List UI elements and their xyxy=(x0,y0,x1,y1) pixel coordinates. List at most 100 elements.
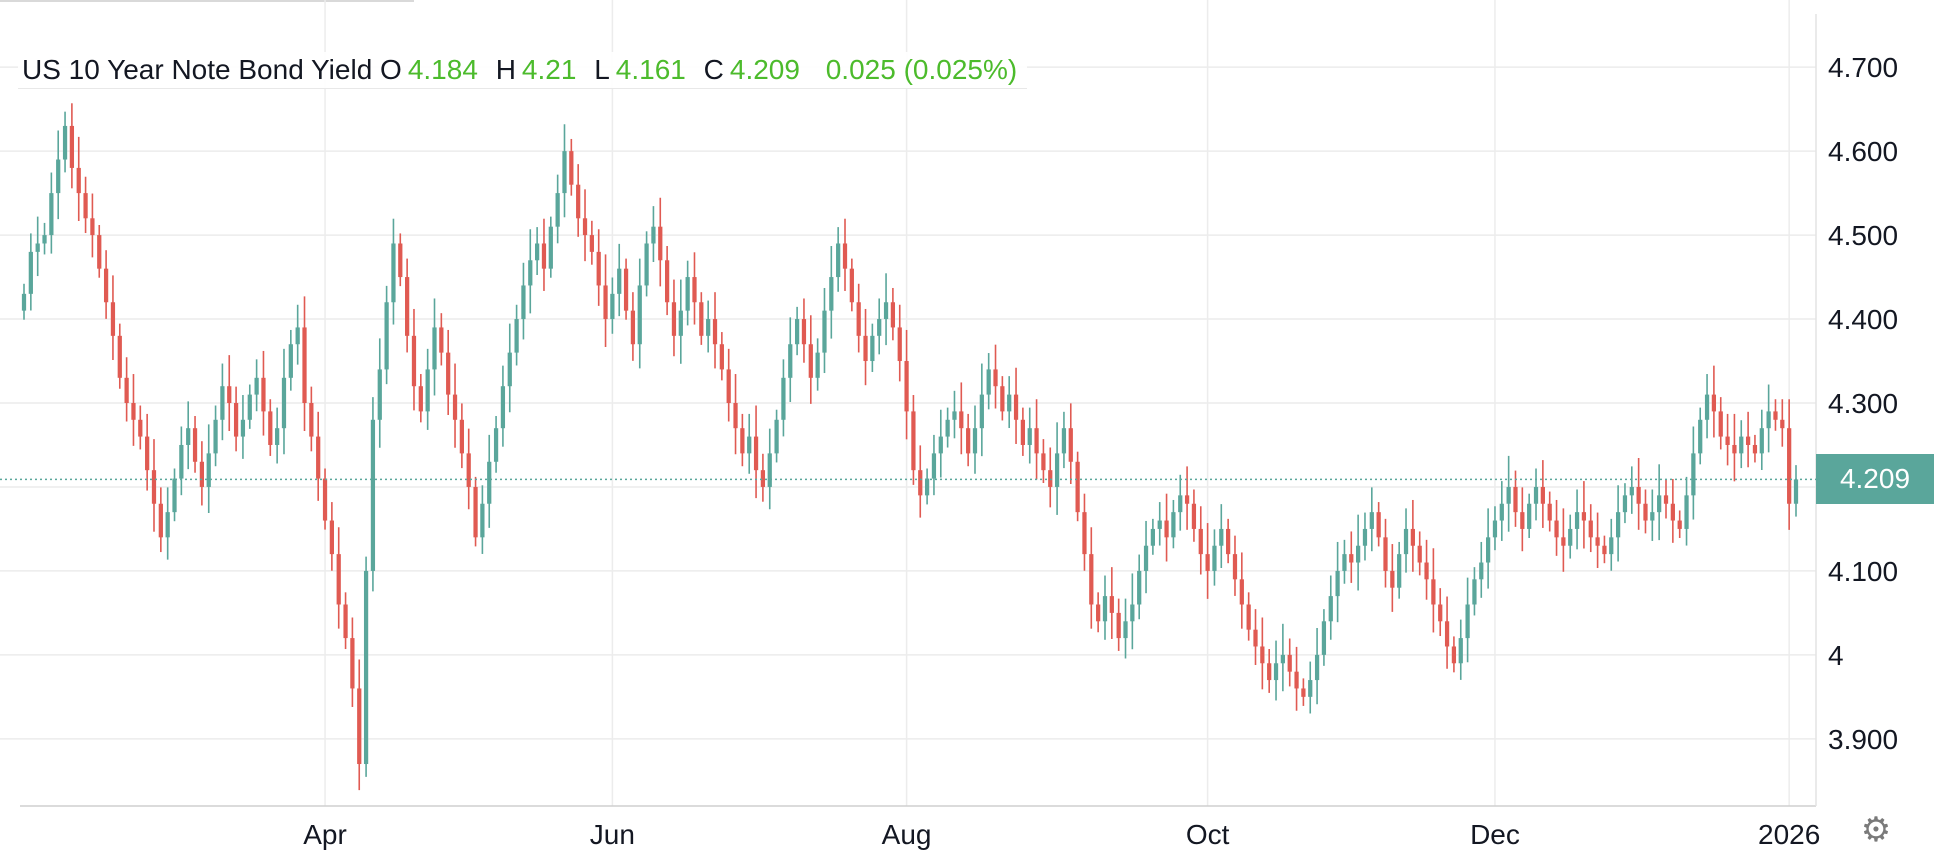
candle-body xyxy=(1554,520,1559,538)
candle-body xyxy=(767,453,772,487)
gear-icon[interactable]: ⚙ xyxy=(1860,811,1892,849)
candle xyxy=(398,233,403,287)
candle xyxy=(1157,502,1162,546)
candle xyxy=(740,413,745,467)
candle-body xyxy=(582,218,588,236)
candle xyxy=(1574,489,1580,550)
candle-body xyxy=(904,361,909,412)
candle-body xyxy=(1561,537,1566,546)
candle-body xyxy=(117,335,122,378)
candle-body xyxy=(877,319,882,336)
candle-body xyxy=(1527,503,1532,529)
candle xyxy=(316,411,321,501)
x-tick-label: 2026 xyxy=(1758,819,1820,850)
candle-body xyxy=(1410,528,1415,546)
candle-body xyxy=(1034,428,1039,454)
candle xyxy=(1479,541,1484,598)
y-tick-label: 4.100 xyxy=(1828,556,1898,587)
candle-body xyxy=(548,226,553,269)
candle-body xyxy=(288,344,293,378)
candle-body xyxy=(220,386,225,420)
candle-body xyxy=(1739,436,1744,454)
candle xyxy=(993,344,998,409)
candle xyxy=(1444,596,1450,669)
candle xyxy=(1451,636,1457,673)
candle xyxy=(904,329,909,440)
candle xyxy=(131,374,136,446)
candle xyxy=(685,260,690,326)
candle xyxy=(1068,403,1073,485)
candle xyxy=(931,434,937,496)
candle-body xyxy=(1780,419,1785,429)
candle-body xyxy=(685,277,690,311)
candle xyxy=(1301,678,1306,706)
candle xyxy=(1431,548,1436,633)
candle-body xyxy=(671,302,677,336)
y-tick-label: 4.600 xyxy=(1828,136,1898,167)
candle xyxy=(439,313,444,366)
candle-body xyxy=(1260,646,1265,664)
candle-body xyxy=(466,453,471,487)
candle-body xyxy=(986,369,991,395)
candle xyxy=(726,348,731,422)
candle-body xyxy=(254,377,259,395)
candle xyxy=(883,273,889,346)
candle xyxy=(493,416,499,473)
candle-body xyxy=(1636,486,1641,504)
candle xyxy=(753,405,759,499)
candle xyxy=(1793,465,1799,517)
candle-body xyxy=(1143,545,1149,571)
candle xyxy=(1520,487,1525,552)
candle-body xyxy=(1301,688,1306,697)
candle xyxy=(822,287,827,374)
candle-body xyxy=(1191,503,1197,529)
candle xyxy=(97,225,102,278)
candle xyxy=(1075,451,1080,522)
candle xyxy=(1602,535,1607,564)
candle-body xyxy=(1766,411,1771,429)
candle xyxy=(1034,399,1039,480)
candle xyxy=(1691,426,1696,520)
candle-body xyxy=(617,268,622,294)
candle-body xyxy=(863,335,868,362)
candle xyxy=(767,428,772,510)
candle xyxy=(384,285,389,385)
candle-body xyxy=(1137,570,1142,605)
candle xyxy=(959,382,964,455)
candle xyxy=(418,374,423,423)
candle xyxy=(514,304,519,366)
candle xyxy=(56,130,61,220)
candle xyxy=(466,428,471,510)
candle xyxy=(1486,508,1491,589)
x-tick-label: Apr xyxy=(303,819,347,850)
candle-body xyxy=(562,151,567,194)
candle-body xyxy=(432,327,437,370)
candle-body xyxy=(1096,604,1101,622)
candle-body xyxy=(938,436,943,454)
candle xyxy=(1540,460,1545,528)
candle xyxy=(1335,541,1340,623)
candle-body xyxy=(1280,654,1285,664)
candle xyxy=(596,229,601,306)
candle-body xyxy=(377,369,382,420)
candle-body xyxy=(658,226,663,261)
candle xyxy=(1321,609,1327,666)
candle-body xyxy=(637,285,642,345)
candle xyxy=(651,206,656,262)
candle xyxy=(1164,493,1169,562)
candle-body xyxy=(1745,436,1751,445)
candle xyxy=(610,277,615,334)
candle-body xyxy=(959,411,964,429)
candle xyxy=(706,300,711,353)
candle-body xyxy=(555,193,560,227)
candle-body xyxy=(1184,495,1190,504)
legend-high-label: H xyxy=(495,54,516,85)
candle xyxy=(172,468,177,522)
candle xyxy=(1417,531,1422,576)
candle xyxy=(548,216,553,278)
candle xyxy=(541,218,547,291)
candle xyxy=(877,298,882,355)
candle-body xyxy=(788,344,793,378)
candle xyxy=(1684,476,1689,546)
